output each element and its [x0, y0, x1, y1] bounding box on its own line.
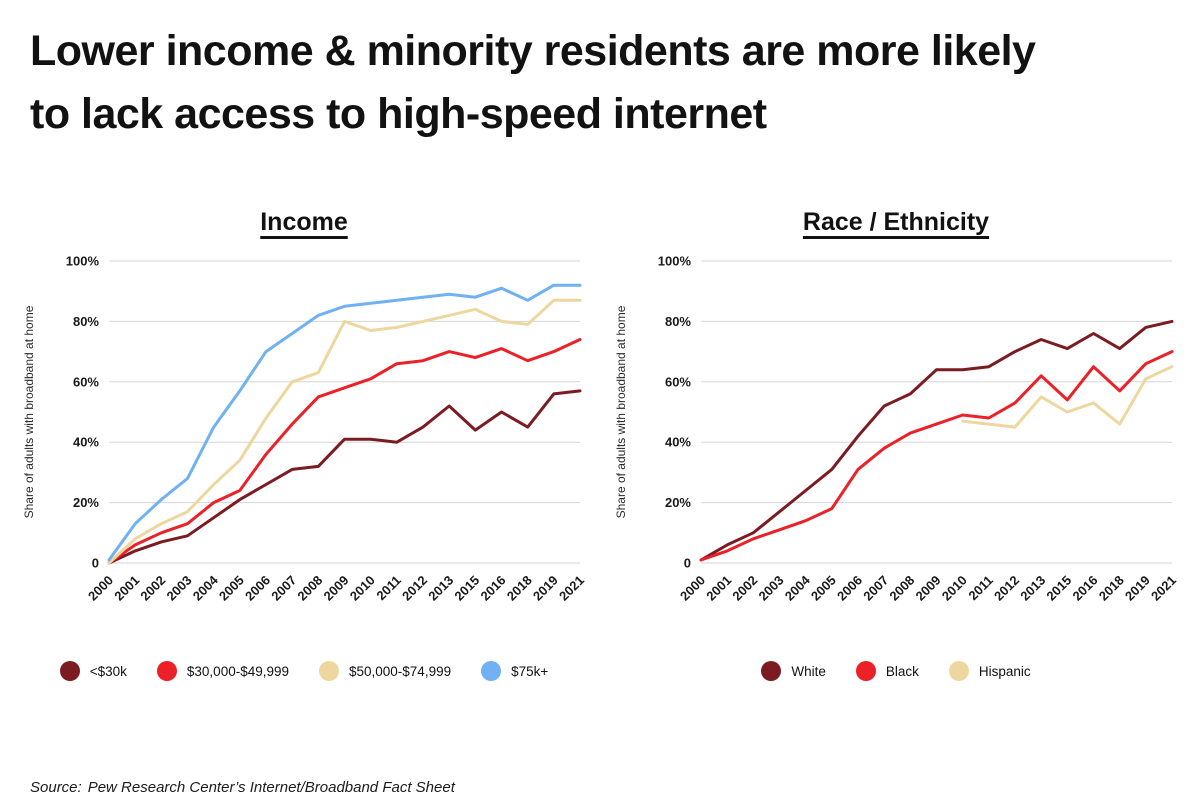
x-tick-label: 2013 [425, 573, 456, 604]
source-label: Source: [30, 779, 82, 796]
series-line-white [699, 320, 1173, 562]
x-tick-label: 2016 [477, 573, 508, 604]
legend-label-30k: <$30k [89, 663, 127, 679]
legend-item-50-000-74-999: $50,000-$74,999 [319, 661, 452, 682]
x-tick-label: 2019 [529, 573, 560, 604]
x-tick-label: 2021 [1148, 573, 1179, 604]
x-tick-label: 2009 [320, 573, 351, 604]
source-text: Pew Research Center’s Internet/Broadband… [87, 779, 455, 796]
x-tick-label: 2007 [860, 573, 891, 604]
page-title: Lower income & minority residents are mo… [0, 0, 1200, 146]
legend-dot-black [855, 661, 876, 682]
legend-label-75k: $75k+ [511, 663, 549, 679]
legend-dot-75k [481, 661, 502, 682]
x-tick-label: 2012 [399, 573, 430, 604]
y-tick-label: 80% [664, 314, 690, 329]
race-ethnicity-legend: White Black Hispanic [761, 661, 1031, 682]
y-tick-label: 20% [72, 496, 98, 511]
y-tick-label: 100% [65, 254, 99, 269]
series-line-30-000-49-999 [107, 338, 581, 565]
series-line-black [699, 350, 1173, 562]
legend-dot-30-000-49-999 [156, 661, 177, 682]
legend-item-black: Black [855, 661, 919, 682]
legend-label-30-000-49-999: $30,000-$49,999 [186, 663, 289, 679]
series-line-75k [107, 284, 581, 562]
legend-dot-white [761, 661, 782, 682]
x-tick-label: 2010 [346, 573, 377, 604]
x-tick-label: 2000 [85, 573, 116, 604]
y-tick-label: 60% [72, 375, 98, 390]
x-tick-label: 2011 [965, 573, 996, 604]
x-tick-label: 2006 [834, 573, 865, 604]
y-tick-label: 100% [657, 254, 691, 269]
x-tick-label: 2006 [242, 573, 273, 604]
x-tick-label: 2001 [703, 573, 734, 604]
legend-item-30k: <$30k [59, 661, 127, 682]
x-tick-label: 2012 [991, 573, 1022, 604]
income-line-chart: 020%40%60%80%100%20002001200220032004200… [22, 254, 587, 604]
x-tick-label: 2013 [1017, 573, 1048, 604]
x-tick-label: 2005 [215, 573, 246, 604]
legend-label-black: Black [885, 663, 919, 679]
legend-dot-50-000-74-999 [319, 661, 339, 682]
x-tick-label: 2003 [163, 573, 194, 604]
x-tick-label: 2009 [912, 573, 943, 604]
page-title-line2: to lack access to high-speed internet [30, 90, 767, 139]
legend-dot-hispanic [948, 661, 969, 682]
x-tick-label: 2002 [729, 573, 760, 604]
series-line-30k [107, 389, 581, 565]
x-tick-label: 2007 [268, 573, 299, 604]
legend-label-white: White [791, 663, 826, 679]
x-tick-label: 2015 [451, 573, 482, 604]
legend-item-30-000-49-999: $30,000-$49,999 [156, 661, 289, 682]
x-tick-label: 2018 [503, 573, 534, 604]
x-tick-label: 2008 [294, 573, 325, 604]
y-tick-label: 40% [664, 435, 690, 450]
page-title-line1: Lower income & minority residents are mo… [30, 27, 1036, 75]
x-tick-label: 2002 [137, 573, 168, 604]
legend-item-white: White [761, 661, 826, 682]
y-tick-label: 60% [664, 375, 690, 390]
legend-label-50-000-74-999: $50,000-$74,999 [349, 663, 452, 679]
y-tick-label: 20% [664, 496, 690, 511]
income-legend: <$30k $30,000-$49,999 $50,000-$74,999 $75k+ [59, 661, 549, 682]
income-chart-section: Income 0 20% 40% 60% 80% 100% 2000 2001 2002 2003… [10, 208, 598, 682]
x-tick-label: 2010 [938, 573, 969, 604]
x-tick-label: 2004 [189, 572, 221, 604]
x-tick-label: 2019 [1121, 573, 1152, 604]
x-tick-label: 2018 [1095, 573, 1126, 604]
source-note: Source: Pew Research Center’s Internet/Br… [30, 779, 455, 796]
race-ethnicity-chart-section: Race / Ethnicity 0 20% 40% 60% 80% 100% 2000 20… [602, 208, 1190, 682]
y-tick-label: 0 [683, 556, 690, 571]
x-tick-label: 2015 [1043, 573, 1074, 604]
x-tick-label: 2004 [781, 572, 813, 604]
y-axis-title: Share of adults with broadband at home [22, 306, 36, 519]
x-tick-label: 2003 [755, 573, 786, 604]
legend-item-75k: $75k+ [481, 661, 549, 682]
series-line-50-000-74-999 [107, 299, 581, 565]
race-ethnicity-chart-title: Race / Ethnicity [802, 208, 990, 237]
y-tick-label: 0 [91, 556, 98, 571]
series-line-hispanic [960, 365, 1173, 430]
y-axis-title: Share of adults with broadband at home [614, 306, 628, 519]
x-tick-label: 2005 [807, 573, 838, 604]
y-tick-label: 80% [72, 314, 98, 329]
legend-label-hispanic: Hispanic [978, 663, 1031, 679]
x-tick-label: 2000 [677, 573, 708, 604]
x-tick-label: 2021 [556, 573, 587, 604]
legend-dot-30k [59, 661, 80, 682]
y-tick-label: 40% [72, 435, 98, 450]
x-tick-label: 2011 [373, 573, 404, 604]
x-tick-label: 2001 [111, 573, 142, 604]
x-tick-label: 2016 [1069, 573, 1100, 604]
charts-row: Income 0 20% 40% 60% 80% 100% 2000 2001 2002 2003… [0, 208, 1200, 682]
income-chart-title: Income [260, 208, 348, 237]
legend-item-hispanic: Hispanic [948, 661, 1031, 682]
race-ethnicity-line-chart: 020%40%60%80%100%20002001200220032004200… [614, 254, 1179, 604]
x-tick-label: 2008 [886, 573, 917, 604]
